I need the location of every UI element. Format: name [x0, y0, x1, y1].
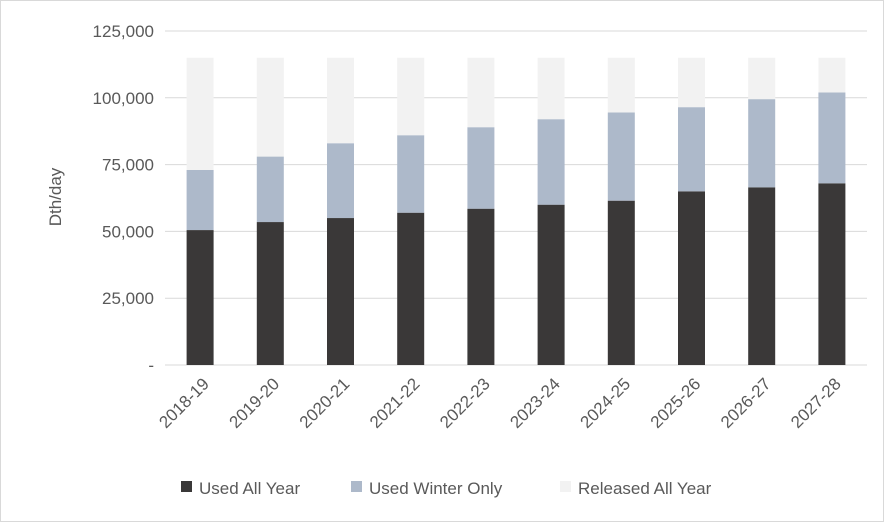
x-tick-label: 2019-20 [226, 374, 284, 432]
legend-swatch [560, 481, 571, 492]
x-tick-label: 2024-25 [577, 374, 635, 432]
bar-used-winter-only [607, 112, 635, 201]
y-axis-ticks: - 25,000 50,000 75,000 100,000 125,000 [93, 22, 154, 375]
bar-released-all-year [537, 57, 565, 120]
x-axis-ticks: 2018-19 2019-20 2020-21 2021-22 2022-23 2023-… [155, 374, 844, 432]
y-tick-label: 125,000 [93, 22, 154, 41]
bars [186, 57, 846, 365]
legend-label: Used All Year [199, 479, 300, 498]
bar-used-winter-only [818, 92, 846, 184]
bar-used-winter-only [327, 143, 354, 219]
legend: Used All Year Used Winter Only Released Al… [181, 479, 712, 498]
bar-used-all-year [327, 218, 354, 365]
bar-used-winter-only [537, 119, 565, 205]
legend-swatch [351, 481, 362, 492]
bar-released-all-year [818, 57, 846, 93]
x-tick-label: 2021-22 [366, 374, 424, 432]
y-tick-label: 75,000 [102, 156, 154, 175]
bar-used-all-year [748, 187, 776, 365]
bar-used-all-year [678, 191, 705, 365]
x-tick-label: 2023-24 [506, 374, 564, 432]
bar-used-all-year [607, 200, 635, 365]
bar-used-all-year [256, 222, 284, 365]
bar-used-all-year [397, 212, 425, 365]
y-tick-label: 50,000 [102, 222, 154, 241]
legend-item: Used Winter Only [351, 479, 503, 498]
bar-released-all-year [678, 57, 705, 108]
x-tick-label: 2018-19 [155, 374, 213, 432]
y-tick-label: 25,000 [102, 289, 154, 308]
bar-used-all-year [537, 204, 565, 365]
x-tick-label: 2026-27 [717, 374, 775, 432]
y-tick-label: - [148, 356, 154, 375]
bar-used-all-year [818, 183, 846, 365]
bar-released-all-year [748, 57, 776, 100]
bar-used-winter-only [186, 169, 214, 231]
bar-used-winter-only [397, 135, 425, 213]
bar-used-all-year [186, 230, 214, 365]
x-tick-label: 2025-26 [647, 374, 705, 432]
x-tick-label: 2027-28 [787, 374, 845, 432]
bar-released-all-year [327, 57, 354, 144]
y-tick-label: 100,000 [93, 89, 154, 108]
legend-label: Used Winter Only [369, 479, 503, 498]
legend-swatch [181, 481, 192, 492]
bar-used-winter-only [256, 156, 284, 223]
bar-used-winter-only [467, 127, 495, 209]
bar-used-winter-only [748, 99, 776, 188]
bar-used-all-year [467, 208, 495, 365]
x-tick-label: 2022-23 [436, 374, 494, 432]
legend-item: Released All Year [560, 479, 712, 498]
bar-released-all-year [607, 57, 635, 113]
bar-released-all-year [397, 57, 425, 136]
y-axis-label: Dth/day [46, 167, 65, 226]
bar-released-all-year [467, 57, 495, 128]
legend-item: Used All Year [181, 479, 300, 498]
bar-released-all-year [186, 57, 214, 170]
x-tick-label: 2020-21 [296, 374, 354, 432]
bar-released-all-year [256, 57, 284, 157]
bar-used-winter-only [678, 107, 705, 192]
legend-label: Released All Year [578, 479, 712, 498]
